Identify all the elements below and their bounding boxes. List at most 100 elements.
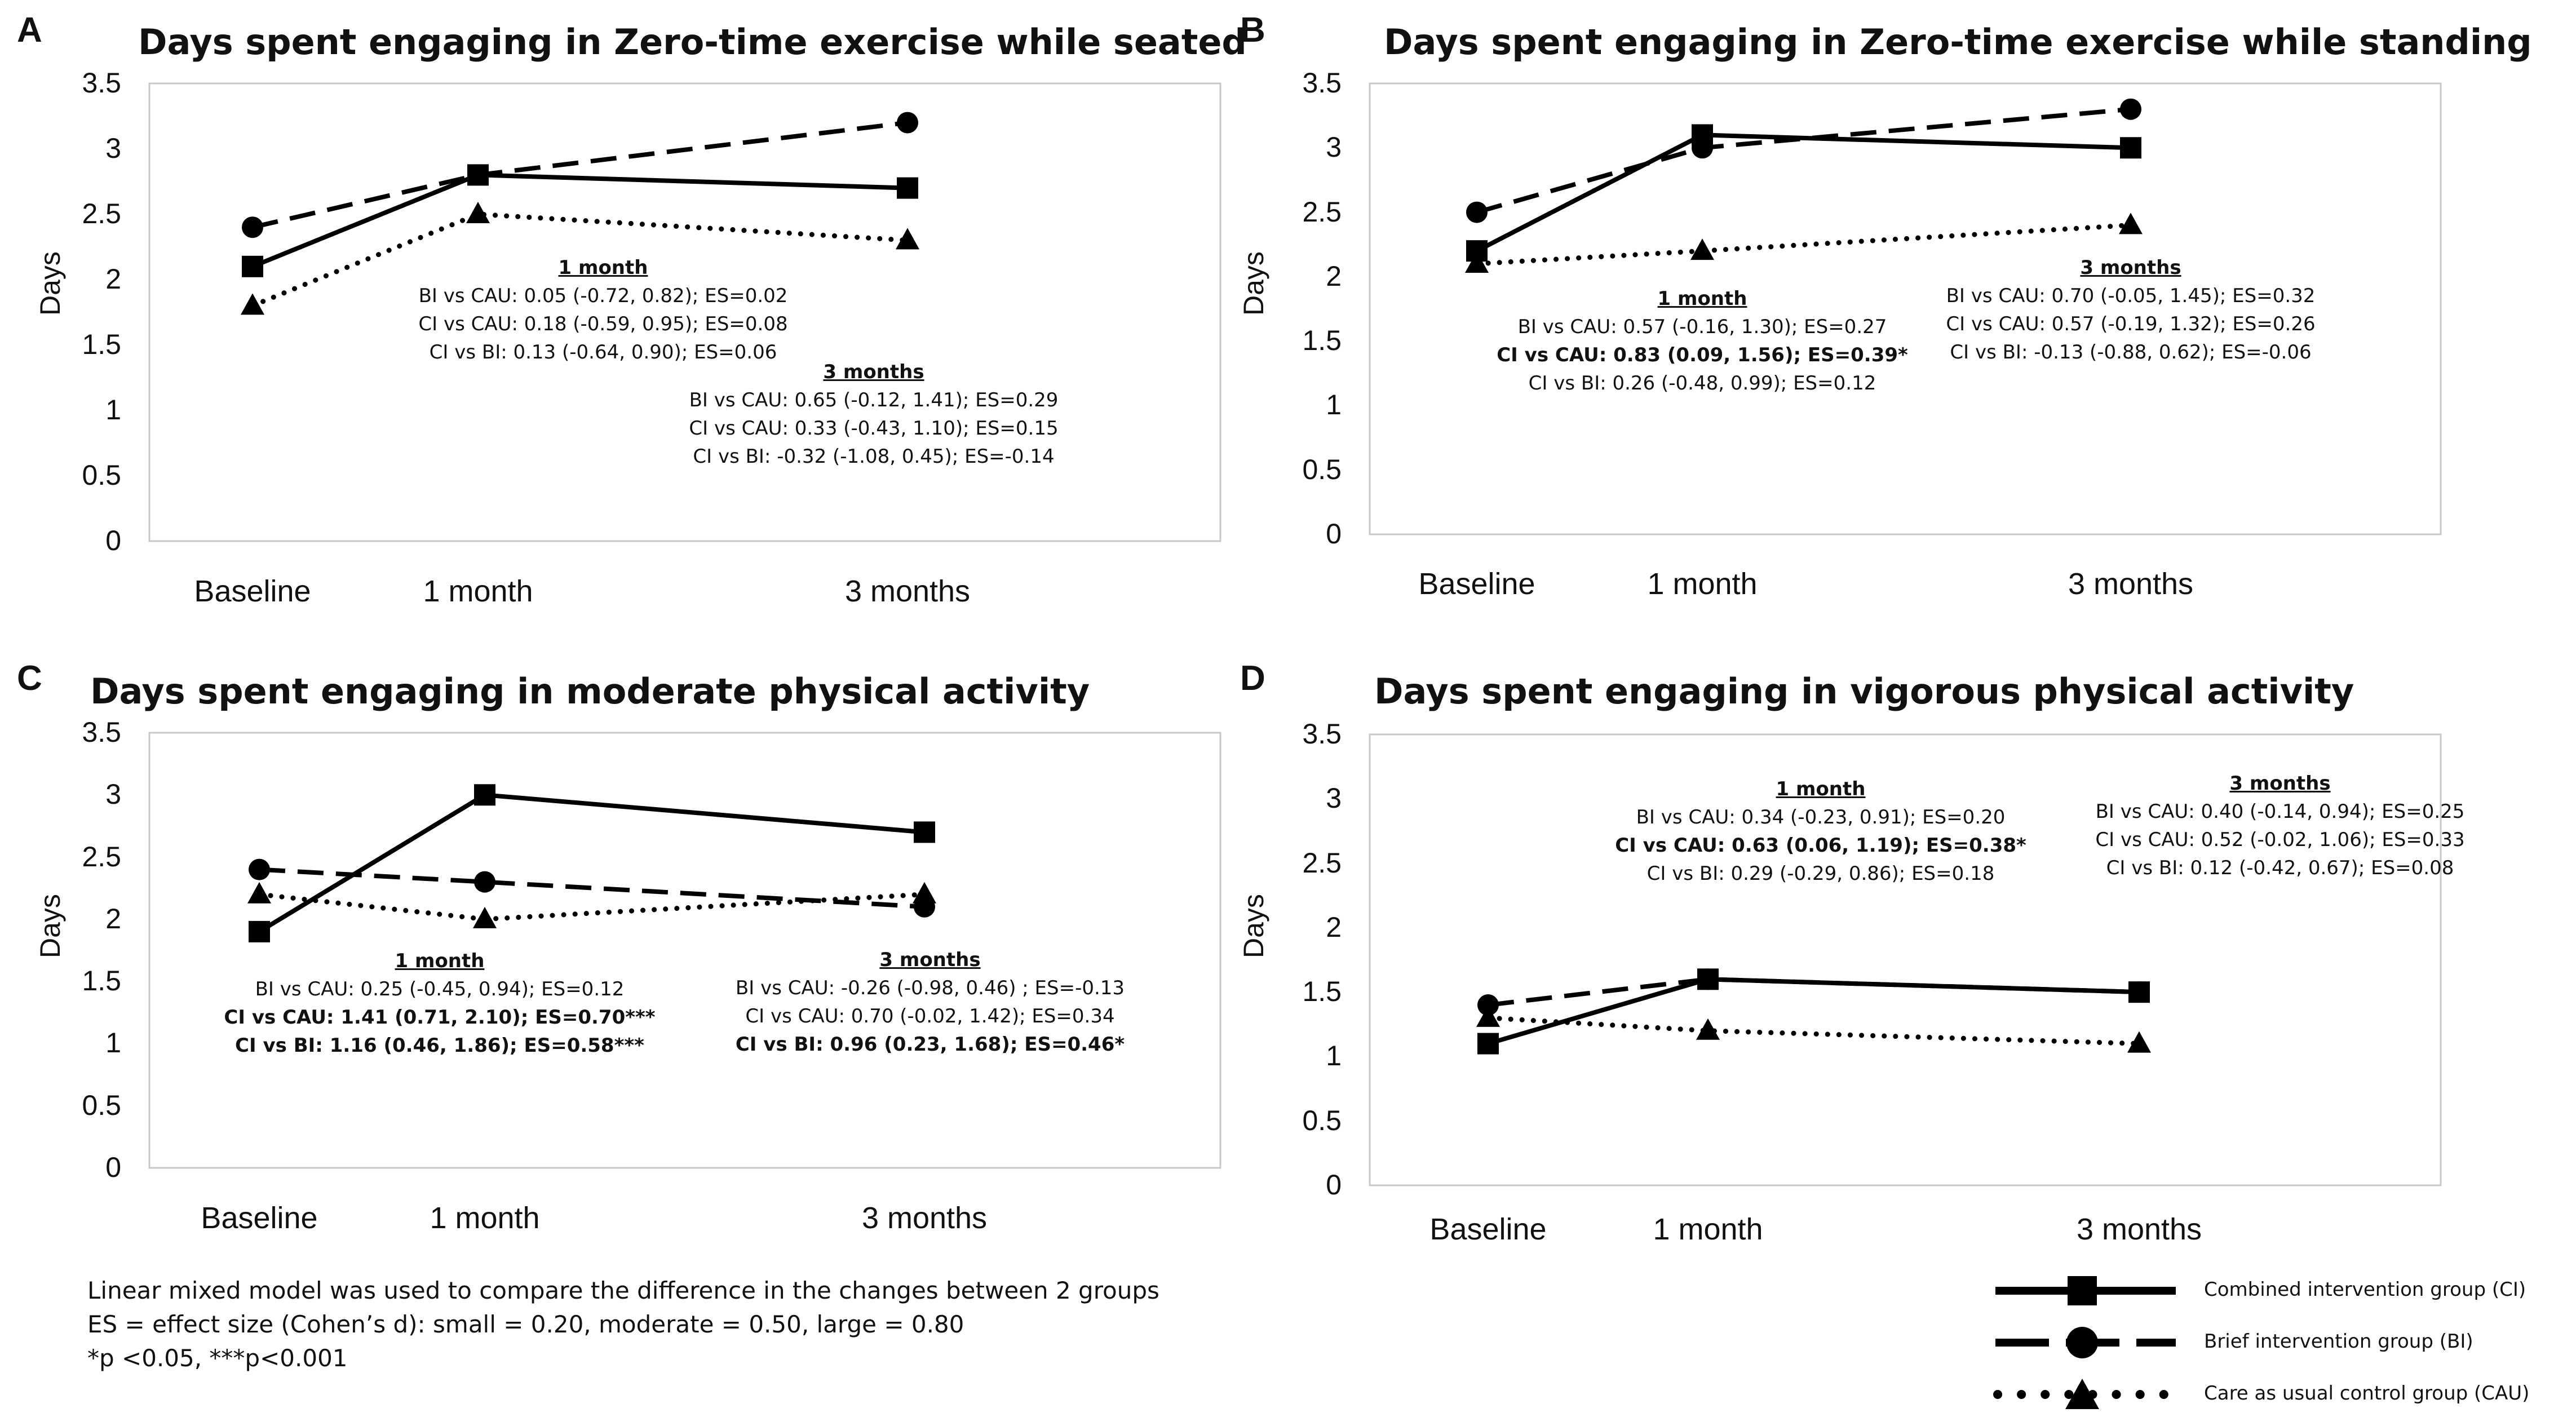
annotation-line-2: CI vs BI: 0.96 (0.23, 1.68); ES=0.46* bbox=[735, 1033, 1125, 1056]
chart-title-a: Days spent engaging in Zero-time exercis… bbox=[138, 21, 1247, 63]
x-tick-b-0: Baseline bbox=[1418, 567, 1535, 601]
annotation-b-3-months: 3 months BI vs CAU: 0.70 (-0.05, 1.45); E… bbox=[1946, 254, 2315, 366]
plot-frame-c bbox=[148, 732, 1221, 1169]
footnote-line-3: *p <0.05, ***p<0.001 bbox=[87, 1344, 348, 1372]
x-tick-a-0: Baseline bbox=[194, 574, 311, 608]
plot-frame-b bbox=[1369, 82, 2442, 535]
annotation-line-1: CI vs CAU: 0.33 (-0.43, 1.10); ES=0.15 bbox=[689, 417, 1059, 440]
x-tick-b-1: 1 month bbox=[1647, 567, 1758, 601]
y-tick-b-1: 0.5 bbox=[1302, 453, 1342, 485]
plot-frame-a bbox=[148, 82, 1221, 542]
y-tick-a-6: 3 bbox=[105, 132, 121, 164]
annotation-d-3-months: 3 months BI vs CAU: 0.40 (-0.14, 0.94); E… bbox=[2095, 769, 2464, 882]
annotation-line-2: CI vs BI: -0.32 (-1.08, 0.45); ES=-0.14 bbox=[693, 445, 1055, 468]
x-tick-a-1: 1 month bbox=[423, 574, 533, 608]
point-b-cau-2 bbox=[2119, 212, 2143, 234]
annotation-line-0: BI vs CAU: -0.26 (-0.98, 0.46) ; ES=-0.1… bbox=[735, 977, 1125, 999]
annotation-line-0: BI vs CAU: 0.70 (-0.05, 1.45); ES=0.32 bbox=[1946, 285, 2316, 307]
panel-letter-c: C bbox=[17, 659, 42, 698]
legend: Combined intervention group (CI) Brief i… bbox=[1990, 1268, 2576, 1417]
y-tick-c-0: 0 bbox=[105, 1152, 121, 1183]
y-tick-b-6: 3 bbox=[1326, 131, 1342, 163]
legend-label-bi: Brief intervention group (BI) bbox=[2204, 1330, 2473, 1353]
chart-title-b: Days spent engaging in Zero-time exercis… bbox=[1384, 21, 2532, 63]
point-c-ci-1 bbox=[474, 784, 495, 806]
point-d-cau-1 bbox=[1696, 1018, 1720, 1040]
x-tick-d-0: Baseline bbox=[1429, 1212, 1547, 1246]
y-tick-d-1: 0.5 bbox=[1302, 1104, 1342, 1136]
point-c-bi-0 bbox=[249, 858, 270, 880]
y-tick-c-3: 1.5 bbox=[82, 965, 121, 997]
series-line-d-cau bbox=[1485, 1015, 2142, 1047]
point-d-bi-0 bbox=[1477, 994, 1499, 1016]
y-tick-c-4: 2 bbox=[105, 902, 121, 935]
annotation-heading: 1 month bbox=[1657, 287, 1747, 310]
y-tick-d-2: 1 bbox=[1326, 1040, 1342, 1072]
y-tick-d-3: 1.5 bbox=[1302, 976, 1342, 1008]
point-c-cau-0 bbox=[247, 882, 271, 904]
annotation-line-1: CI vs CAU: 0.18 (-0.59, 0.95); ES=0.08 bbox=[418, 313, 788, 335]
x-tick-c-0: Baseline bbox=[201, 1201, 318, 1235]
annotation-line-2: CI vs BI: 0.26 (-0.48, 0.99); ES=0.12 bbox=[1528, 372, 1876, 395]
annotation-heading: 1 month bbox=[1776, 778, 1866, 800]
y-tick-a-2: 1 bbox=[105, 394, 121, 426]
point-a-bi-0 bbox=[242, 216, 263, 238]
point-c-ci-2 bbox=[914, 821, 935, 843]
y-tick-a-7: 3.5 bbox=[82, 67, 121, 99]
x-tick-c-1: 1 month bbox=[430, 1201, 540, 1235]
y-tick-d-6: 3 bbox=[1326, 782, 1342, 814]
point-a-bi-2 bbox=[897, 112, 918, 134]
annotation-line-1: CI vs CAU: 0.70 (-0.02, 1.42); ES=0.34 bbox=[745, 1005, 1115, 1028]
y-tick-b-5: 2.5 bbox=[1302, 196, 1342, 228]
annotation-line-2: CI vs BI: -0.13 (-0.88, 0.62); ES=-0.06 bbox=[1950, 341, 2312, 364]
point-b-bi-1 bbox=[1692, 137, 1713, 159]
point-b-cau-1 bbox=[1690, 238, 1714, 260]
y-tick-b-4: 2 bbox=[1326, 260, 1342, 292]
annotation-line-0: BI vs CAU: 0.57 (-0.16, 1.30); ES=0.27 bbox=[1517, 316, 1887, 338]
x-tick-a-2: 3 months bbox=[844, 574, 971, 608]
point-a-cau-2 bbox=[896, 228, 919, 250]
annotation-d-1-month: 1 month BI vs CAU: 0.34 (-0.23, 0.91); ES… bbox=[1615, 775, 2026, 888]
annotation-line-2: CI vs BI: 0.12 (-0.42, 0.67); ES=0.08 bbox=[2106, 857, 2454, 879]
y-tick-a-5: 2.5 bbox=[82, 198, 121, 229]
point-d-cau-0 bbox=[1476, 1005, 1500, 1027]
annotation-heading: 3 months bbox=[823, 361, 924, 383]
y-tick-d-7: 3.5 bbox=[1302, 718, 1342, 750]
point-c-cau-1 bbox=[473, 906, 497, 928]
y-tick-c-6: 3 bbox=[105, 778, 121, 811]
point-b-bi-0 bbox=[1466, 201, 1488, 223]
legend-item-ci: Combined intervention group (CI) bbox=[1990, 1268, 2576, 1313]
y-tick-b-2: 1 bbox=[1326, 389, 1342, 421]
legend-swatch-cau bbox=[1993, 1379, 2180, 1409]
x-tick-d-1: 1 month bbox=[1653, 1212, 1763, 1246]
annotation-line-1: CI vs CAU: 0.57 (-0.19, 1.32); ES=0.26 bbox=[1946, 313, 2316, 335]
annotation-heading: 1 month bbox=[558, 256, 648, 279]
annotation-line-0: BI vs CAU: 0.34 (-0.23, 0.91); ES=0.20 bbox=[1636, 806, 2006, 829]
point-a-cau-1 bbox=[466, 202, 490, 223]
y-tick-b-3: 1.5 bbox=[1302, 325, 1342, 357]
panel-letter-d: D bbox=[1240, 659, 1265, 698]
point-d-bi-1 bbox=[1697, 968, 1719, 990]
y-tick-c-2: 1 bbox=[105, 1027, 121, 1059]
point-b-ci-2 bbox=[2120, 137, 2141, 159]
legend-label-cau: Care as usual control group (CAU) bbox=[2204, 1382, 2530, 1405]
point-d-ci-0 bbox=[1477, 1033, 1499, 1055]
annotation-heading: 3 months bbox=[2080, 256, 2181, 279]
annotation-line-1: CI vs CAU: 1.41 (0.71, 2.10); ES=0.70*** bbox=[224, 1006, 656, 1029]
annotation-b-1-month: 1 month BI vs CAU: 0.57 (-0.16, 1.30); ES… bbox=[1497, 285, 1908, 397]
y-tick-a-0: 0 bbox=[105, 525, 121, 556]
point-a-ci-2 bbox=[897, 177, 918, 199]
point-b-bi-2 bbox=[2120, 98, 2141, 120]
annotation-heading: 3 months bbox=[2229, 772, 2331, 795]
footnote-line-2: ES = effect size (Cohen’s d): small = 0.… bbox=[87, 1310, 964, 1338]
y-tick-c-5: 2.5 bbox=[82, 840, 121, 873]
annotation-a-1-month: 1 month BI vs CAU: 0.05 (-0.72, 0.82); ES… bbox=[418, 254, 787, 366]
point-d-cau-2 bbox=[2127, 1031, 2151, 1053]
point-c-cau-2 bbox=[913, 882, 936, 904]
x-tick-b-2: 3 months bbox=[2068, 567, 2194, 601]
y-tick-c-7: 3.5 bbox=[82, 716, 121, 748]
annotation-line-1: CI vs CAU: 0.52 (-0.02, 1.06); ES=0.33 bbox=[2095, 829, 2465, 851]
series-line-c-bi bbox=[259, 867, 925, 909]
footnote: Linear mixed model was used to compare t… bbox=[87, 1274, 1159, 1375]
